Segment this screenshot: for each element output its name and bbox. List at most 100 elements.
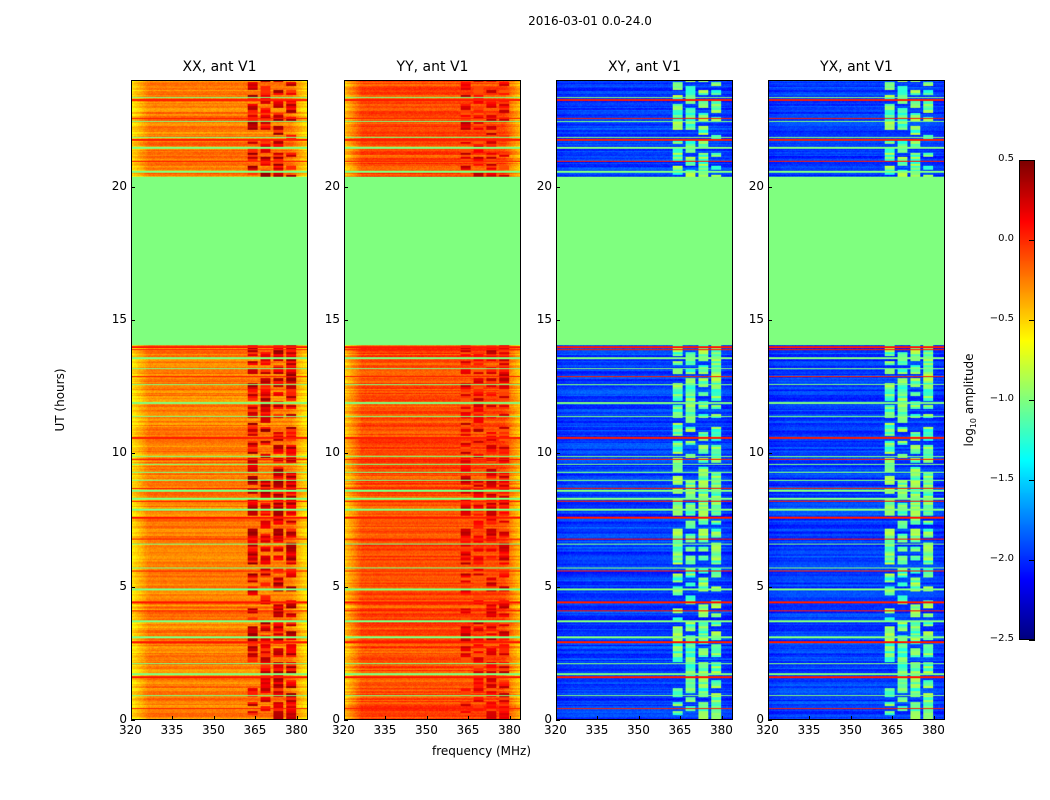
panel-title: XY, ant V1 bbox=[608, 59, 681, 75]
x-tick-label: 350 bbox=[201, 723, 225, 737]
y-tick-label: 20 bbox=[536, 178, 552, 193]
y-tick-mark bbox=[344, 320, 348, 321]
colorbar-tick-label: −1.0 bbox=[989, 393, 1014, 404]
colorbar-tick-mark bbox=[1029, 560, 1035, 561]
heatmap-image bbox=[557, 81, 732, 719]
x-tick-label: 335 bbox=[797, 723, 821, 737]
y-tick-mark bbox=[556, 186, 560, 188]
x-tick-label: 335 bbox=[160, 723, 184, 737]
colorbar-tick-mark bbox=[1029, 400, 1035, 401]
x-tick-mark bbox=[768, 716, 769, 720]
x-tick-label: 320 bbox=[756, 723, 779, 737]
y-tick-label: 5 bbox=[544, 578, 552, 593]
x-tick-mark bbox=[255, 716, 257, 720]
x-tick-mark bbox=[638, 716, 640, 720]
x-tick-label: 365 bbox=[456, 723, 480, 737]
y-tick-label: 0 bbox=[332, 712, 340, 726]
y-tick-mark bbox=[556, 586, 560, 588]
colorbar-tick-label: −2.5 bbox=[989, 633, 1014, 644]
panel-title: YY, ant V1 bbox=[396, 59, 469, 75]
x-tick-mark bbox=[296, 716, 298, 720]
x-tick-label: 320 bbox=[119, 723, 142, 737]
x-tick-label: 335 bbox=[585, 723, 609, 737]
colorbar-tick-mark bbox=[1029, 320, 1035, 321]
y-tick-label: 10 bbox=[536, 445, 552, 460]
x-tick-mark bbox=[850, 716, 852, 720]
y-tick-mark bbox=[768, 453, 772, 455]
y-tick-label: 20 bbox=[111, 178, 127, 193]
x-tick-mark bbox=[385, 716, 387, 720]
x-tick-mark bbox=[344, 716, 345, 720]
heatmap-image bbox=[132, 81, 307, 719]
heatmap-panel: YX, ant V1 bbox=[768, 59, 945, 720]
y-tick-mark bbox=[768, 320, 772, 321]
colorbar-tick-label: −1.5 bbox=[989, 473, 1014, 484]
x-tick-label: 320 bbox=[332, 723, 355, 737]
x-tick-label: 320 bbox=[544, 723, 567, 737]
heatmap-image bbox=[769, 81, 944, 719]
y-tick-mark bbox=[131, 720, 135, 721]
y-tick-mark bbox=[131, 320, 135, 321]
y-tick-label: 10 bbox=[324, 445, 340, 460]
x-tick-mark bbox=[213, 716, 215, 720]
y-tick-label: 0 bbox=[756, 712, 764, 726]
x-tick-label: 380 bbox=[921, 723, 945, 737]
y-tick-label: 10 bbox=[111, 445, 127, 460]
x-tick-label: 380 bbox=[709, 723, 733, 737]
colorbar-tick-label: −0.5 bbox=[989, 313, 1014, 324]
x-tick-label: 350 bbox=[838, 723, 862, 737]
y-tick-mark bbox=[556, 720, 560, 721]
y-tick-label: 0 bbox=[119, 712, 127, 726]
y-tick-mark bbox=[131, 586, 135, 588]
colorbar-tick-mark bbox=[1029, 640, 1035, 641]
y-tick-mark bbox=[768, 586, 772, 588]
x-tick-mark bbox=[892, 716, 894, 720]
heatmap-panel: XX, ant V1 bbox=[131, 59, 308, 720]
x-tick-mark bbox=[468, 716, 470, 720]
x-tick-label: 380 bbox=[284, 723, 308, 737]
figure-title: 2016-03-01 0.0-24.0 bbox=[528, 14, 652, 28]
colorbar-label: log10 amplitude bbox=[961, 353, 979, 447]
x-tick-label: 350 bbox=[626, 723, 650, 737]
y-axis-label: UT (hours) bbox=[53, 368, 67, 432]
x-tick-mark bbox=[680, 716, 682, 720]
x-axis-label: frequency (MHz) bbox=[432, 744, 532, 758]
y-tick-mark bbox=[556, 453, 560, 455]
colorbar-tick-label: 0.5 bbox=[998, 153, 1014, 164]
y-tick-label: 15 bbox=[748, 312, 764, 326]
y-tick-mark bbox=[131, 453, 135, 455]
y-tick-mark bbox=[131, 186, 135, 188]
y-tick-label: 15 bbox=[324, 312, 340, 326]
x-tick-label: 365 bbox=[880, 723, 904, 737]
x-tick-mark bbox=[509, 716, 511, 720]
y-tick-mark bbox=[344, 720, 348, 721]
y-tick-label: 15 bbox=[111, 312, 127, 326]
y-tick-mark bbox=[344, 186, 348, 188]
x-tick-label: 350 bbox=[414, 723, 438, 737]
x-tick-mark bbox=[172, 716, 174, 720]
x-tick-mark bbox=[597, 716, 599, 720]
x-tick-label: 365 bbox=[668, 723, 692, 737]
colorbar-tick-mark bbox=[1029, 160, 1035, 161]
y-tick-mark bbox=[556, 320, 560, 321]
x-tick-mark bbox=[933, 716, 935, 720]
x-tick-mark bbox=[131, 716, 132, 720]
colorbar-tick-label: 0.0 bbox=[998, 233, 1014, 244]
y-tick-label: 15 bbox=[536, 312, 552, 326]
x-tick-mark bbox=[426, 716, 428, 720]
x-tick-mark bbox=[721, 716, 723, 720]
y-tick-mark bbox=[344, 453, 348, 455]
y-tick-mark bbox=[768, 186, 772, 188]
colorbar-tick-mark bbox=[1029, 480, 1035, 481]
colorbar-tick-mark bbox=[1029, 240, 1035, 241]
x-tick-label: 365 bbox=[243, 723, 267, 737]
y-tick-label: 0 bbox=[544, 712, 552, 726]
heatmap-panel: XY, ant V1 bbox=[556, 59, 733, 720]
y-tick-label: 5 bbox=[119, 578, 127, 593]
x-tick-label: 380 bbox=[497, 723, 521, 737]
colorbar-tick-label: −2.0 bbox=[989, 553, 1014, 564]
y-tick-label: 5 bbox=[332, 578, 340, 593]
heatmap-panel: YY, ant V1 bbox=[344, 59, 521, 720]
x-tick-mark bbox=[556, 716, 557, 720]
